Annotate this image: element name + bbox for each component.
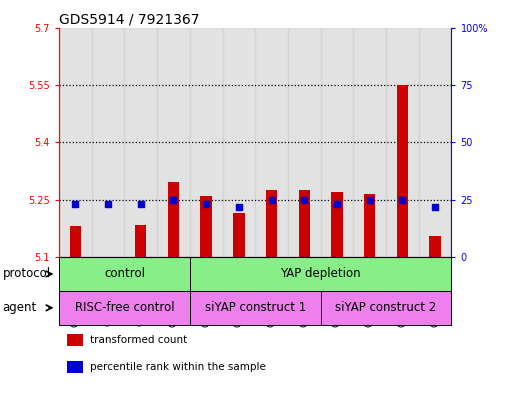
Bar: [331, 192, 343, 257]
Text: RISC-free control: RISC-free control: [74, 301, 174, 314]
Bar: [321, 291, 451, 325]
Bar: [364, 194, 376, 257]
Bar: [397, 85, 408, 257]
Bar: [288, 28, 321, 257]
Text: control: control: [104, 268, 145, 281]
Text: YAP depletion: YAP depletion: [280, 268, 361, 281]
Text: agent: agent: [3, 301, 37, 314]
Bar: [67, 334, 83, 346]
Point: [333, 201, 341, 208]
Point: [71, 201, 80, 208]
Text: transformed count: transformed count: [90, 335, 188, 345]
Text: GDS5914 / 7921367: GDS5914 / 7921367: [59, 12, 200, 26]
Point: [169, 196, 177, 203]
Bar: [168, 182, 179, 257]
Bar: [59, 28, 92, 257]
Bar: [223, 28, 255, 257]
Bar: [59, 291, 190, 325]
Bar: [386, 28, 419, 257]
Bar: [92, 28, 125, 257]
Text: percentile rank within the sample: percentile rank within the sample: [90, 362, 266, 372]
Point: [300, 196, 308, 203]
Text: siYAP construct 1: siYAP construct 1: [205, 301, 306, 314]
Point: [104, 201, 112, 208]
Bar: [190, 257, 451, 291]
Bar: [135, 224, 147, 257]
Bar: [190, 28, 223, 257]
Point: [267, 196, 275, 203]
Bar: [190, 291, 321, 325]
Text: siYAP construct 2: siYAP construct 2: [336, 301, 437, 314]
Bar: [157, 28, 190, 257]
Bar: [59, 257, 190, 291]
Bar: [233, 213, 245, 257]
Point: [202, 201, 210, 208]
Point: [136, 201, 145, 208]
Point: [431, 204, 439, 210]
Bar: [299, 190, 310, 257]
Bar: [321, 28, 353, 257]
Point: [235, 204, 243, 210]
Bar: [266, 190, 278, 257]
Bar: [201, 196, 212, 257]
Point: [398, 196, 406, 203]
Point: [366, 196, 374, 203]
Bar: [67, 361, 83, 373]
Bar: [429, 236, 441, 257]
Bar: [353, 28, 386, 257]
Bar: [419, 28, 451, 257]
Bar: [70, 226, 81, 257]
Text: protocol: protocol: [3, 268, 51, 281]
Bar: [255, 28, 288, 257]
Bar: [124, 28, 157, 257]
